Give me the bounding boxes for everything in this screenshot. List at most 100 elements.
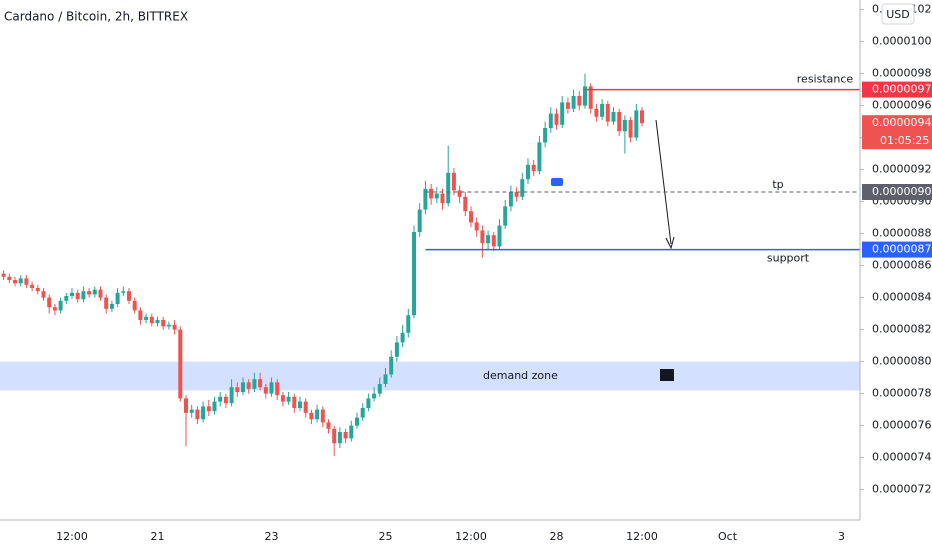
level-text: support: [767, 252, 810, 265]
candle-body: [138, 310, 143, 320]
candle-body: [543, 128, 548, 143]
y-tick-label: 0.00000960: [872, 99, 932, 112]
y-tick-label: 0.00000780: [872, 387, 932, 400]
candle-body: [628, 120, 633, 138]
candle-body: [1, 273, 6, 277]
y-tick-label: 0.00001000: [872, 35, 932, 48]
candle-body: [423, 188, 428, 210]
candle-body: [280, 395, 285, 402]
candle-body: [383, 374, 388, 384]
candle-body: [92, 289, 97, 295]
candle-body: [520, 179, 525, 197]
countdown: 01:05:25: [880, 134, 929, 147]
last-price-box: [862, 115, 932, 150]
level-text: resistance: [797, 73, 854, 86]
candle-body: [109, 304, 114, 309]
price-box-label: 0.00000870: [872, 243, 932, 256]
candle-body: [212, 401, 217, 412]
candle-body: [81, 291, 86, 300]
candle-body: [47, 297, 52, 308]
y-tick-label: 0.00000980: [872, 67, 932, 80]
candle-body: [417, 209, 422, 232]
candle-body: [600, 104, 605, 117]
candle-body: [412, 232, 416, 316]
candle-body: [98, 289, 103, 298]
candle-body: [298, 401, 302, 408]
candle-body: [75, 292, 80, 300]
candle-body: [161, 320, 166, 327]
candle-body: [406, 315, 411, 333]
candle-body: [640, 110, 644, 124]
y-tick-label: 0.00000840: [872, 291, 932, 304]
candle-body: [565, 102, 570, 109]
candle-body: [360, 408, 365, 418]
candle-body: [41, 291, 46, 298]
candle-body: [622, 120, 627, 132]
zone-label: demand zone: [483, 369, 558, 382]
x-tick-label: 23: [265, 530, 279, 543]
candle-body: [343, 432, 348, 439]
candle-body: [149, 316, 154, 324]
level-text: tp: [772, 178, 783, 191]
currency-box: [881, 3, 915, 25]
candle-body: [531, 164, 536, 172]
candle-body: [497, 225, 502, 247]
candle-body: [446, 172, 451, 204]
candle-body: [246, 382, 251, 389]
candle-body: [223, 396, 228, 404]
candle-body: [155, 320, 160, 324]
candle-body: [377, 384, 382, 394]
candle-body: [611, 112, 616, 122]
candle-body: [252, 379, 257, 389]
candle-body: [491, 235, 496, 247]
y-tick-label: 0.00000880: [872, 227, 932, 240]
candle-body: [201, 406, 206, 420]
candle-body: [571, 96, 576, 109]
candle-body: [326, 422, 331, 429]
candle-body: [258, 379, 263, 388]
candle-body: [87, 291, 92, 295]
annotations: demand zone resistance tp support: [425, 73, 860, 382]
candle-body: [70, 292, 74, 296]
candle-body: [292, 396, 297, 408]
candle-body: [64, 296, 69, 301]
candle-body: [195, 409, 200, 420]
candle-body: [583, 86, 587, 106]
candle-body: [263, 387, 268, 394]
y-tick-label: 0.00000800: [872, 355, 932, 368]
price-box: [862, 241, 932, 258]
candle-body: [503, 206, 508, 226]
x-tick-label: 21: [151, 530, 165, 543]
candle-body: [463, 196, 468, 212]
candle-body: [24, 278, 29, 285]
candle-body: [309, 412, 314, 420]
candle-body: [474, 222, 479, 231]
candle-body: [115, 292, 120, 304]
candle-body: [480, 230, 485, 244]
candle-body: [315, 409, 320, 420]
y-tick-label: 0.00000720: [872, 483, 932, 496]
price-box: [862, 184, 932, 200]
x-tick-label: 3: [838, 530, 845, 543]
y-tick-label: 0.00000760: [872, 419, 932, 432]
candle-body: [52, 307, 57, 311]
candle-body: [451, 172, 456, 191]
candle-body: [508, 192, 513, 207]
y-tick-label: 0.00000740: [872, 451, 932, 464]
chart-title: Cardano / Bitcoin, 2h, BITTREX: [4, 10, 188, 24]
x-tick-label: Oct: [718, 530, 738, 543]
candle-body: [366, 398, 371, 408]
candle-body: [184, 398, 188, 413]
candle-body: [13, 280, 17, 284]
candle-body: [434, 193, 439, 199]
candle-body: [229, 387, 234, 404]
candle-body: [303, 401, 308, 413]
candle-body: [548, 113, 553, 128]
x-tick-label: 25: [379, 530, 393, 543]
gift-icon: [660, 369, 674, 381]
candle-body: [172, 324, 177, 330]
candle-body: [372, 393, 377, 399]
candle-body: [594, 108, 599, 117]
projection-arrow: [655, 119, 672, 245]
candle-body: [394, 342, 399, 357]
